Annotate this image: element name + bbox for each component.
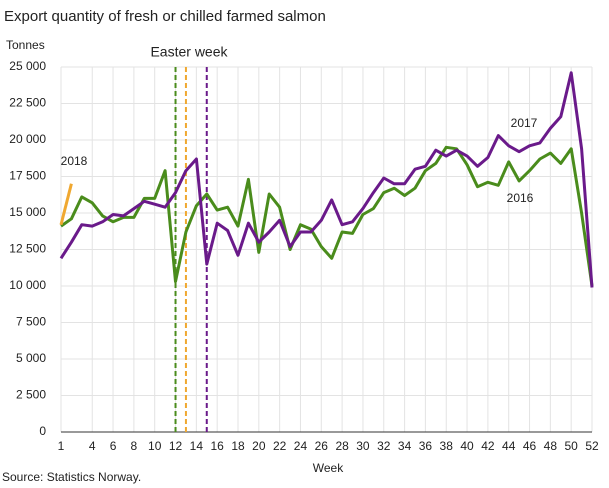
chart-title: Export quantity of fresh or chilled farm…: [4, 8, 326, 25]
x-tick-label: 46: [523, 439, 537, 453]
y-tick-label: 12 500: [9, 242, 46, 256]
y-tick-label: 25 000: [9, 59, 46, 73]
x-axis-label: Week: [313, 461, 344, 475]
x-tick-label: 32: [377, 439, 391, 453]
y-tick-label: 10 000: [9, 278, 46, 292]
x-tick-label: 42: [481, 439, 495, 453]
x-tick-label: 52: [585, 439, 599, 453]
y-tick-label: 15 000: [9, 205, 46, 219]
x-tick-label: 10: [148, 439, 162, 453]
y-tick-label: 0: [39, 424, 46, 438]
x-tick-label: 14: [190, 439, 204, 453]
x-tick-label: 8: [131, 439, 138, 453]
y-axis-label: Tonnes: [6, 38, 45, 52]
series-label: 2018: [61, 154, 88, 168]
x-tick-label: 26: [315, 439, 329, 453]
y-tick-label: 20 000: [9, 132, 46, 146]
series-label: 2017: [511, 116, 538, 130]
x-tick-label: 34: [398, 439, 412, 453]
x-tick-label: 12: [169, 439, 183, 453]
y-tick-label: 17 500: [9, 169, 46, 183]
x-tick-label: 16: [210, 439, 224, 453]
x-tick-label: 40: [460, 439, 474, 453]
x-tick-label: 44: [502, 439, 516, 453]
y-tick-label: 22 500: [9, 96, 46, 110]
source: Source: Statistics Norway.: [2, 470, 141, 484]
x-tick-label: 30: [356, 439, 370, 453]
x-tick-label: 6: [110, 439, 117, 453]
series-label: 2016: [507, 191, 534, 205]
x-tick-label: 38: [440, 439, 454, 453]
x-tick-label: 50: [564, 439, 578, 453]
x-tick-label: 1: [58, 439, 65, 453]
series-line: [59, 71, 594, 288]
x-tick-label: 22: [273, 439, 287, 453]
x-tick-label: 36: [419, 439, 433, 453]
series-line: [60, 145, 594, 287]
x-tick-label: 28: [335, 439, 349, 453]
y-tick-label: 5 000: [16, 351, 46, 365]
y-tick-label: 7 500: [16, 315, 46, 329]
x-tick-label: 20: [252, 439, 266, 453]
x-tick-label: 4: [89, 439, 96, 453]
x-tick-label: 18: [231, 439, 245, 453]
x-tick-label: 24: [294, 439, 308, 453]
y-tick-label: 2 500: [16, 388, 46, 402]
series-line: [59, 183, 73, 226]
x-tick-label: 48: [544, 439, 558, 453]
annotation: Easter week: [150, 44, 228, 60]
